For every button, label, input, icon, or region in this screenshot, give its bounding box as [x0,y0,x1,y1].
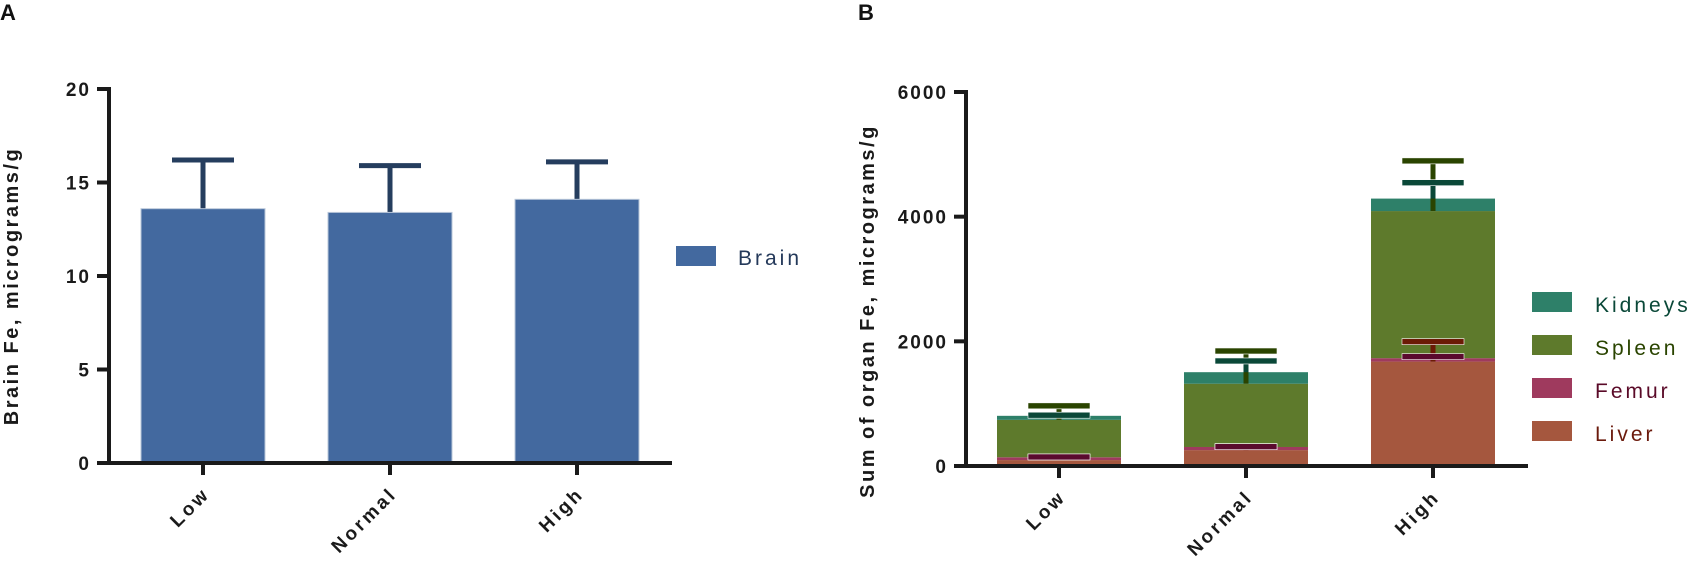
bar-brain-normal [327,211,453,464]
error-cap-femur-normal [1214,443,1278,450]
error-cap-femur-high [1401,353,1465,360]
y-tick-label: 4000 [898,208,948,229]
error-cap-spleen-normal [1214,347,1278,355]
y-axis-title: Brain Fe, micrograms/g [1,147,23,425]
error-cap-kidneys-low [1027,411,1091,419]
legend-swatch-spleen [1532,335,1572,355]
y-axis-title: Sum of organ Fe, micrograms/g [857,124,879,498]
error-cap-femur-low [1027,453,1091,461]
y-tick-label: 5 [78,361,91,382]
legend-label-femur: Femur [1595,380,1671,403]
legend-label-spleen: Spleen [1595,337,1678,360]
error-cap-spleen-high [1401,157,1465,165]
legend-label-liver: Liver [1595,423,1656,446]
x-category-label: Low [1022,487,1070,535]
legend-label-brain: Brain [738,247,802,270]
bar-liver-normal [1184,450,1308,466]
y-tick-label: 10 [66,267,91,288]
x-category-label: High [1391,487,1444,540]
legend-swatch-femur [1532,378,1572,398]
legend-swatch-kidneys [1532,292,1572,312]
bar-spleen-low [997,419,1121,458]
bar-spleen-normal [1184,383,1308,447]
error-cap-liver-high [1401,338,1465,345]
legend-swatch-liver [1532,421,1572,441]
bar-brain-low [140,208,266,464]
y-tick-label: 15 [66,174,91,195]
y-tick-label: 2000 [898,332,948,353]
bar-liver-high [1371,361,1495,466]
panel-a-label: A [0,0,16,25]
error-cap-spleen-low [1027,402,1091,410]
y-tick-label: 0 [935,457,948,478]
legend-swatch-brain [676,246,716,266]
error-cap-kidneys-high [1401,179,1465,186]
bar-liver-low [997,460,1121,466]
bar-brain-high [514,198,640,464]
y-tick-label: 6000 [898,83,948,104]
y-tick-label: 0 [78,454,91,475]
bar-spleen-high [1371,211,1495,359]
panel-b-label: B [858,0,874,25]
error-cap-kidneys-normal [1214,357,1278,365]
x-category-label: Normal [1184,487,1258,561]
legend-label-kidneys: Kidneys [1595,294,1691,317]
y-tick-label: 20 [66,80,91,101]
